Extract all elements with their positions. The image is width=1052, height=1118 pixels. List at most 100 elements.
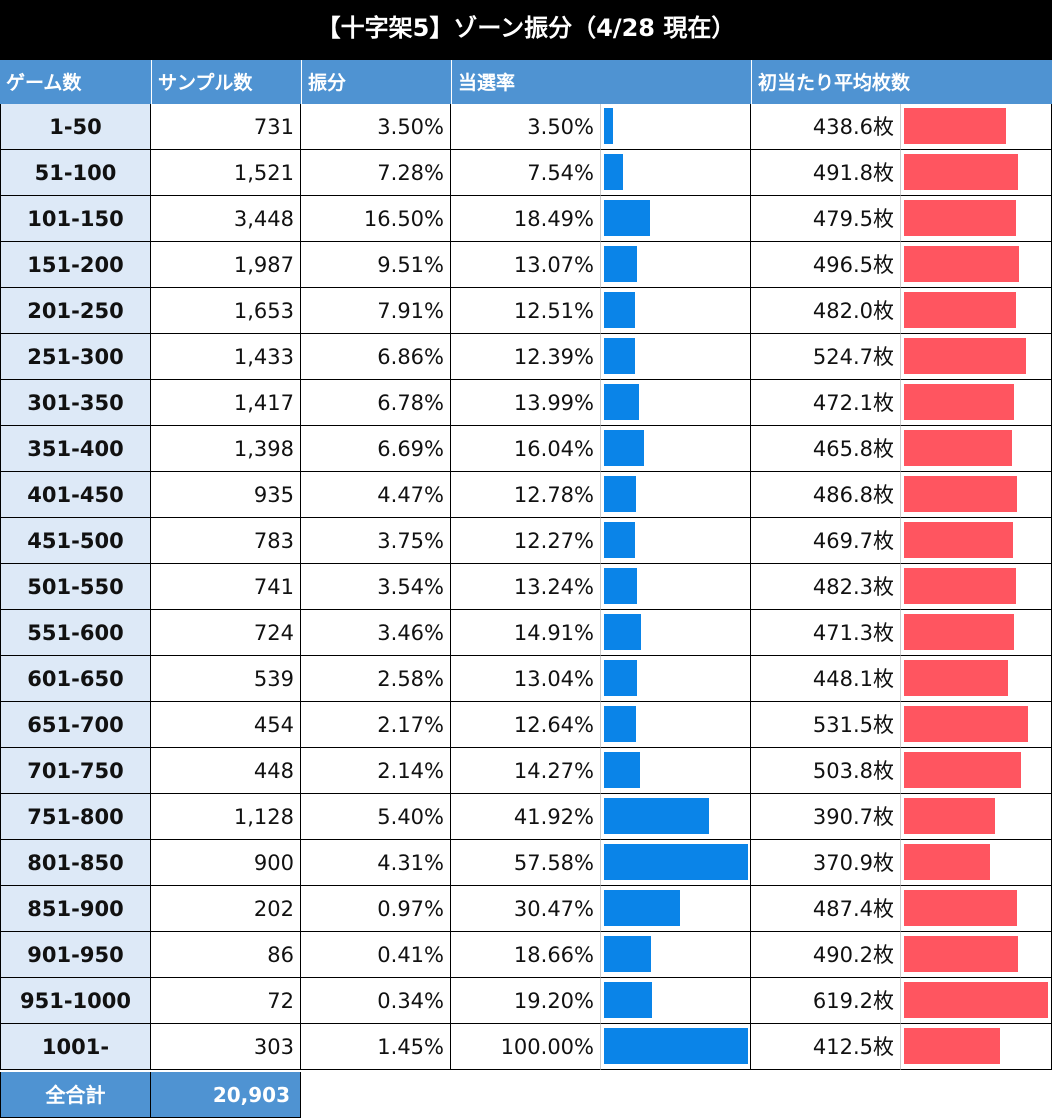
sample-count: 783 xyxy=(151,518,301,564)
hit-rate-bar xyxy=(604,108,613,144)
avg-medals-value: 471.3枚 xyxy=(751,610,901,656)
avg-medals-value: 503.8枚 xyxy=(751,748,901,794)
header-zone: ゲーム数 xyxy=(0,60,151,104)
hit-rate-value: 13.07% xyxy=(451,242,601,288)
sample-count: 454 xyxy=(151,702,301,748)
avg-medals-value: 370.9枚 xyxy=(751,840,901,886)
total-label: 全合計 xyxy=(0,1072,151,1118)
avg-medals-bar xyxy=(904,936,1018,972)
zone-label: 301-350 xyxy=(0,380,151,426)
sample-count: 303 xyxy=(151,1024,301,1070)
avg-medals-value: 438.6枚 xyxy=(751,104,901,150)
distribution-value: 4.47% xyxy=(301,472,451,518)
zone-label: 601-650 xyxy=(0,656,151,702)
sample-count: 731 xyxy=(151,104,301,150)
zone-label: 501-550 xyxy=(0,564,151,610)
hit-rate-bar xyxy=(604,1028,748,1064)
distribution-value: 1.45% xyxy=(301,1024,451,1070)
zone-label: 1-50 xyxy=(0,104,151,150)
hit-rate-value: 12.78% xyxy=(451,472,601,518)
avg-medals-value: 619.2枚 xyxy=(751,978,901,1024)
distribution-value: 16.50% xyxy=(301,196,451,242)
hit-rate-bar xyxy=(604,706,636,742)
zone-label: 701-750 xyxy=(0,748,151,794)
distribution-value: 9.51% xyxy=(301,242,451,288)
avg-medals-value: 412.5枚 xyxy=(751,1024,901,1070)
avg-medals-value: 482.3枚 xyxy=(751,564,901,610)
sample-count: 724 xyxy=(151,610,301,656)
sample-count: 86 xyxy=(151,932,301,978)
sample-count: 202 xyxy=(151,886,301,932)
avg-medals-value: 490.2枚 xyxy=(751,932,901,978)
zone-label: 901-950 xyxy=(0,932,151,978)
hit-rate-bar xyxy=(604,982,653,1018)
zone-label: 351-400 xyxy=(0,426,151,472)
hit-rate-bar xyxy=(604,338,635,374)
avg-medals-bar xyxy=(904,200,1016,236)
hit-rate-value: 18.66% xyxy=(451,932,601,978)
avg-medals-bar xyxy=(904,982,1048,1018)
hit-rate-bar-cell xyxy=(601,656,751,702)
avg-medals-value: 524.7枚 xyxy=(751,334,901,380)
avg-medals-bar xyxy=(904,108,1006,144)
zone-label: 651-700 xyxy=(0,702,151,748)
avg-medals-bar xyxy=(904,614,1014,650)
distribution-value: 0.34% xyxy=(301,978,451,1024)
sample-count: 539 xyxy=(151,656,301,702)
hit-rate-bar xyxy=(604,660,637,696)
hit-rate-bar-cell xyxy=(601,518,751,564)
distribution-value: 0.41% xyxy=(301,932,451,978)
distribution-value: 7.91% xyxy=(301,288,451,334)
avg-medals-bar xyxy=(904,154,1019,190)
hit-rate-bar xyxy=(604,292,636,328)
zone-label: 551-600 xyxy=(0,610,151,656)
sample-count: 1,521 xyxy=(151,150,301,196)
avg-medals-bar xyxy=(904,798,995,834)
header-distribution: 振分 xyxy=(301,60,451,104)
zone-label: 451-500 xyxy=(0,518,151,564)
hit-rate-bar xyxy=(604,384,639,420)
distribution-value: 3.50% xyxy=(301,104,451,150)
sample-count: 1,417 xyxy=(151,380,301,426)
sample-count: 1,987 xyxy=(151,242,301,288)
hit-rate-bar xyxy=(604,798,709,834)
zone-label: 101-150 xyxy=(0,196,151,242)
zone-label: 201-250 xyxy=(0,288,151,334)
avg-medals-value: 487.4枚 xyxy=(751,886,901,932)
hit-rate-bar-cell xyxy=(601,196,751,242)
distribution-value: 3.46% xyxy=(301,610,451,656)
hit-rate-bar-cell xyxy=(601,886,751,932)
zone-label: 401-450 xyxy=(0,472,151,518)
distribution-value: 3.54% xyxy=(301,564,451,610)
distribution-value: 5.40% xyxy=(301,794,451,840)
hit-rate-bar xyxy=(604,430,645,466)
distribution-value: 2.58% xyxy=(301,656,451,702)
page-title: 【十字架5】ゾーン振分（4/28 現在） xyxy=(0,0,1052,60)
zone-label: 151-200 xyxy=(0,242,151,288)
hit-rate-value: 13.99% xyxy=(451,380,601,426)
sample-count: 1,653 xyxy=(151,288,301,334)
header-hit-rate: 当選率 xyxy=(451,60,751,104)
hit-rate-bar xyxy=(604,476,636,512)
zone-label: 851-900 xyxy=(0,886,151,932)
hit-rate-bar-cell xyxy=(601,150,751,196)
total-value: 20,903 xyxy=(151,1072,301,1118)
sample-count: 448 xyxy=(151,748,301,794)
hit-rate-bar xyxy=(604,844,748,880)
hit-rate-bar xyxy=(604,522,635,558)
avg-medals-bar xyxy=(904,522,1014,558)
distribution-value: 6.86% xyxy=(301,334,451,380)
zone-label: 51-100 xyxy=(0,150,151,196)
hit-rate-value: 14.91% xyxy=(451,610,601,656)
avg-medals-bar xyxy=(904,706,1028,742)
hit-rate-bar xyxy=(604,890,681,926)
hit-rate-bar-cell xyxy=(601,932,751,978)
hit-rate-bar xyxy=(604,614,642,650)
hit-rate-value: 12.64% xyxy=(451,702,601,748)
distribution-value: 6.69% xyxy=(301,426,451,472)
avg-medals-value: 390.7枚 xyxy=(751,794,901,840)
hit-rate-bar-cell xyxy=(601,564,751,610)
avg-medals-bar xyxy=(904,338,1027,374)
hit-rate-bar-cell xyxy=(601,610,751,656)
sample-count: 741 xyxy=(151,564,301,610)
